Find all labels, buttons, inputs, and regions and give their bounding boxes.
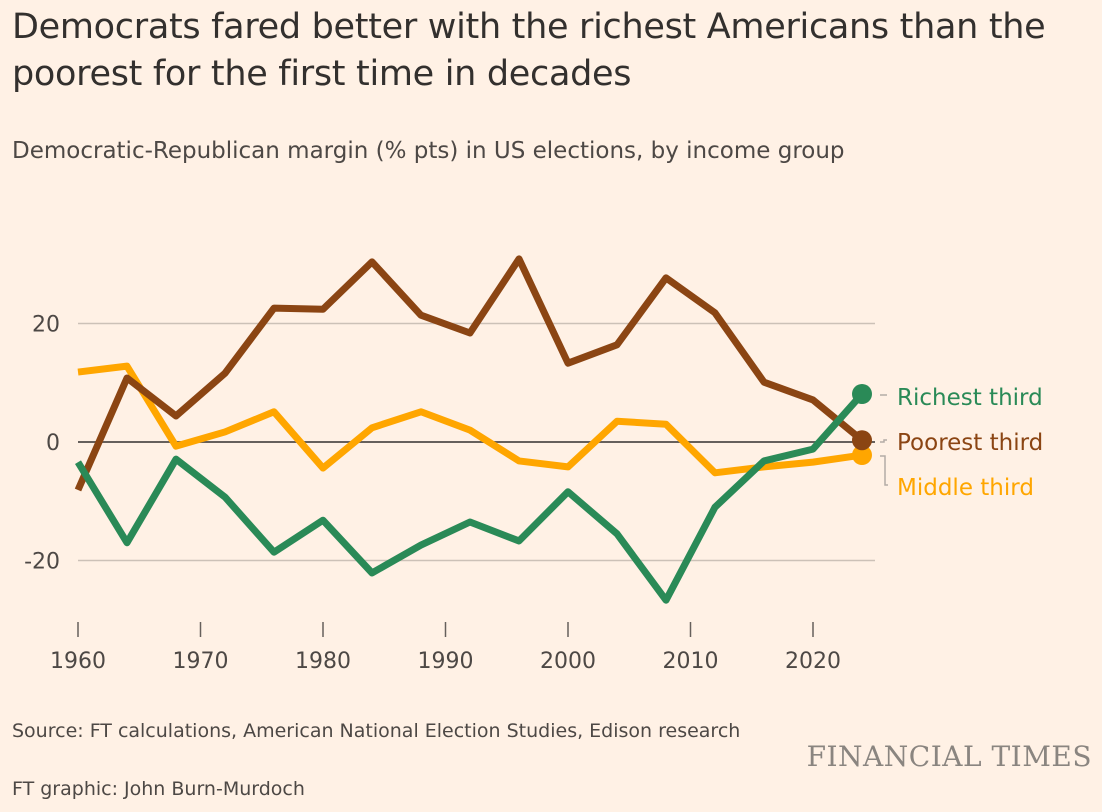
series-label-middle-third: Middle third [897,475,1034,501]
chart-subtitle: Democratic-Republican margin (% pts) in … [12,138,845,164]
x-tick-label: 1980 [295,649,351,674]
x-tick-label: 1990 [418,649,474,674]
series-line-middle-third [77,362,863,477]
x-tick-label: 2010 [663,649,719,674]
end-marker-richest-third [852,384,872,405]
ft-logo: FINANCIAL TIMES [806,740,1092,773]
y-tick-label: 0 [46,431,60,456]
source-note: Source: FT calculations, American Nation… [12,720,741,742]
y-tick-label: 20 [32,313,60,338]
x-tick-label: 2000 [540,649,596,674]
leader-line [880,455,888,486]
end-marker-middle-third [852,445,872,466]
graphic-credit: FT graphic: John Burn-Murdoch [12,778,305,800]
series-line-poorest-third [74,255,865,492]
chart-title: Democrats fared better with the richest … [12,7,1046,94]
leader-line [880,439,887,443]
series-label-richest-third: Richest third [897,385,1043,411]
end-marker-poorest-third [852,430,872,451]
series-line-richest-third [75,391,865,604]
x-tick-label: 1970 [173,649,229,674]
x-tick-label: 1960 [50,649,106,674]
y-tick-label: -20 [24,550,60,575]
x-tick-label: 2020 [785,649,841,674]
series-label-poorest-third: Poorest third [897,430,1043,456]
